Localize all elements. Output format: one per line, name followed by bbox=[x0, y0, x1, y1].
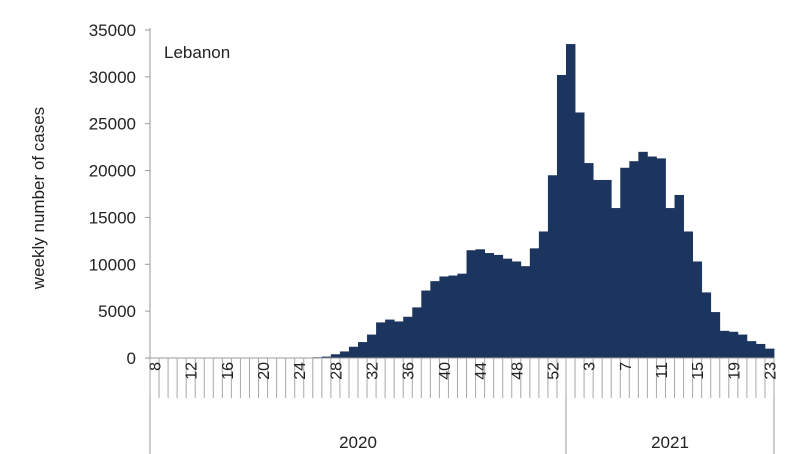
bar-2020-W47 bbox=[502, 258, 513, 358]
bar-2020-W46 bbox=[493, 254, 504, 358]
bar-2020-W31 bbox=[358, 342, 368, 358]
bar-2021-W02 bbox=[575, 112, 585, 359]
bar-2020-W49 bbox=[520, 266, 531, 358]
bar-2020-W48 bbox=[511, 261, 522, 358]
bar-2021-W13 bbox=[674, 194, 684, 358]
bar-2020-W30 bbox=[348, 346, 359, 358]
bar-2020-W51 bbox=[538, 231, 549, 358]
bar-2021-W03 bbox=[584, 163, 594, 358]
y-tick-label: 35000 bbox=[89, 21, 136, 40]
bar-2020-W27 bbox=[321, 356, 332, 358]
x-tick-label: 32 bbox=[365, 362, 382, 380]
year-label-2020: 2020 bbox=[339, 433, 377, 452]
x-tick-label: 11 bbox=[654, 362, 671, 379]
bar-2020-W44 bbox=[475, 249, 486, 358]
bar-2021-W23 bbox=[764, 348, 775, 358]
bar-2021-W06 bbox=[611, 208, 621, 358]
y-tick-label: 0 bbox=[127, 349, 136, 368]
bar-2020-W29 bbox=[339, 351, 350, 358]
chart-annotation: Lebanon bbox=[164, 43, 230, 62]
year-label-2021: 2021 bbox=[651, 433, 689, 452]
x-tick-label: 3 bbox=[582, 362, 599, 371]
bar-2020-W53 bbox=[556, 74, 567, 359]
x-tick-label: 15 bbox=[690, 362, 707, 380]
bar-2021-W18 bbox=[719, 330, 730, 358]
x-tick-label: 52 bbox=[545, 362, 562, 380]
bar-2020-W37 bbox=[412, 307, 422, 358]
bar-2021-W19 bbox=[728, 331, 739, 358]
bar-2020-W32 bbox=[367, 334, 377, 358]
x-tick-label: 36 bbox=[401, 362, 418, 380]
x-tick-label: 44 bbox=[473, 362, 490, 380]
bar-2021-W21 bbox=[746, 341, 757, 358]
x-tick-label: 24 bbox=[292, 362, 309, 380]
x-tick-label: 40 bbox=[437, 362, 454, 380]
y-axis: 0 5000 10000 15000 20000 25000 30000 35000 bbox=[89, 21, 151, 368]
bar-2020-W39 bbox=[430, 281, 440, 358]
y-tick-label: 15000 bbox=[89, 208, 136, 227]
bar-2021-W14 bbox=[683, 231, 694, 358]
bar-2021-W04 bbox=[593, 179, 603, 358]
bar-2020-W41 bbox=[448, 275, 458, 358]
bar-2021-W16 bbox=[701, 292, 712, 358]
bar-2020-W43 bbox=[466, 250, 476, 358]
x-tick-label: 12 bbox=[184, 362, 201, 380]
bar-2021-W09 bbox=[638, 151, 648, 358]
bar-2020-W36 bbox=[403, 316, 413, 358]
x-tick-label: 19 bbox=[726, 362, 743, 380]
bar-2021-W22 bbox=[755, 343, 766, 358]
x-tick-label: 7 bbox=[618, 362, 635, 371]
x-tick-label: 8 bbox=[148, 362, 165, 371]
y-axis-label: weekly number of cases bbox=[29, 107, 48, 290]
bar-series bbox=[150, 44, 775, 359]
bar-2020-W42 bbox=[457, 273, 467, 358]
bar-2020-W28 bbox=[330, 354, 341, 358]
bar-2021-W17 bbox=[710, 312, 721, 358]
x-tick-label: 48 bbox=[509, 362, 526, 380]
bar-2021-W07 bbox=[620, 167, 630, 358]
bar-2021-W08 bbox=[629, 161, 639, 358]
x-tick-label: 23 bbox=[762, 362, 779, 380]
y-tick-label: 20000 bbox=[89, 162, 136, 181]
y-tick-label: 25000 bbox=[89, 115, 136, 134]
bar-2020-W50 bbox=[529, 248, 540, 358]
bar-2021-W10 bbox=[647, 156, 657, 358]
bar-2020-W35 bbox=[394, 321, 404, 358]
bar-2020-W38 bbox=[421, 290, 431, 358]
bar-2021-W15 bbox=[692, 261, 703, 358]
bar-2020-W34 bbox=[385, 319, 395, 358]
bar-2021-W20 bbox=[737, 334, 748, 358]
bar-2021-W11 bbox=[656, 158, 666, 358]
bar-2020-W52 bbox=[547, 175, 558, 358]
bar-2021-W05 bbox=[602, 179, 612, 358]
y-tick-label: 30000 bbox=[89, 68, 136, 87]
x-axis: 8 12 16 20 24 28 32 36 40 44 48 52 3 7 11 15 19 23 2020 202… bbox=[148, 357, 779, 454]
bar-2021-W12 bbox=[665, 208, 675, 358]
x-tick-label: 28 bbox=[328, 362, 345, 380]
y-tick-label: 5000 bbox=[98, 302, 136, 321]
x-tick-label: 20 bbox=[256, 362, 273, 380]
y-tick-label: 10000 bbox=[89, 255, 136, 274]
bar-2021-W01 bbox=[566, 44, 576, 359]
x-tick-label: 16 bbox=[220, 362, 237, 380]
bar-2020-W45 bbox=[484, 253, 495, 358]
bar-2020-W33 bbox=[376, 322, 386, 358]
bar-2020-W40 bbox=[439, 276, 449, 358]
